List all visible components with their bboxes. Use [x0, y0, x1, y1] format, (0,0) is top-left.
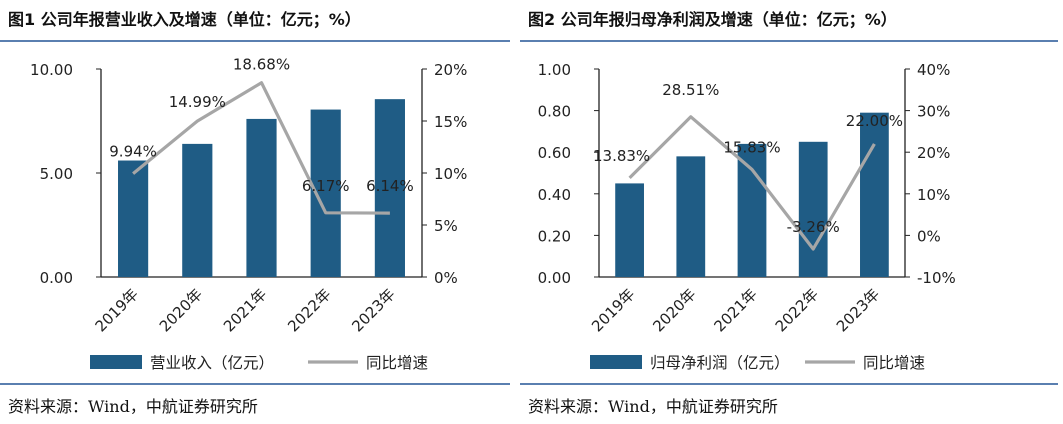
- right-y-tick-label: -10%: [917, 269, 956, 287]
- growth-data-label: 14.99%: [169, 93, 226, 111]
- bar: [182, 143, 213, 277]
- right-y-tick-label: 15%: [434, 113, 467, 131]
- x-tick-label: 2023年: [833, 285, 883, 335]
- growth-line: [132, 81, 390, 215]
- growth-data-label: 28.51%: [662, 81, 719, 99]
- source-rule: [0, 383, 510, 385]
- growth-data-label: 22.00%: [846, 112, 903, 130]
- bar: [246, 118, 277, 277]
- left-y-tick-label: 0.80: [538, 103, 571, 121]
- legend-line-label: 同比增速: [863, 354, 925, 372]
- bar: [798, 141, 828, 277]
- legend-bar-swatch: [90, 355, 142, 369]
- bar: [118, 160, 149, 277]
- right-y-tick-label: 10%: [917, 186, 950, 204]
- chart-title: 图1 公司年报营业收入及增速（单位：亿元；%）: [8, 10, 361, 29]
- left-y-tick-label: 0.60: [538, 144, 571, 162]
- x-tick-label: 2020年: [649, 285, 699, 335]
- growth-data-label: 18.68%: [233, 56, 290, 74]
- left-y-tick-label: 1.00: [538, 61, 571, 79]
- bar: [615, 183, 644, 277]
- net-profit-chart: 0.00 0.20 0.40 0.60 0.80 1.00 -10% 0% 10% 20% 30% 4…: [538, 61, 956, 372]
- left-y-tick-label: 10.00: [30, 61, 73, 79]
- growth-data-label: 6.17%: [302, 177, 350, 195]
- right-y-tick-label: 20%: [434, 61, 467, 79]
- right-y-tick-label: 0%: [917, 227, 941, 245]
- right-y-tick-label: 10%: [434, 165, 467, 183]
- growth-data-label: 6.14%: [366, 177, 414, 195]
- left-y-tick-label: 0.00: [538, 269, 571, 287]
- left-y-tick-label: 0.40: [538, 186, 571, 204]
- source-note: 资料来源：Wind，中航证券研究所: [8, 397, 258, 416]
- left-y-tick-label: 5.00: [40, 165, 73, 183]
- revenue-chart: 0.00 5.00 10.00 0% 5% 10% 15% 20% 9.94% 14.99% 18.…: [30, 56, 467, 372]
- growth-data-label: -3.26%: [787, 218, 840, 236]
- title-rule: [0, 40, 510, 42]
- x-tick-label: 2021年: [220, 285, 270, 335]
- bar: [676, 156, 706, 277]
- x-tick-label: 2019年: [588, 285, 638, 335]
- right-y-tick-label: 0%: [434, 269, 458, 287]
- left-y-tick-label: 0.20: [538, 227, 571, 245]
- chart-title: 图2 公司年报归母净利润及增速（单位：亿元；%）: [528, 10, 897, 29]
- left-y-tick-label: 0.00: [40, 269, 73, 287]
- source-note: 资料来源：Wind，中航证券研究所: [528, 397, 778, 416]
- chart-panel-net-profit: 图2 公司年报归母净利润及增速（单位：亿元；%） 0.00 0.20 0.40 0.6…: [520, 0, 1063, 424]
- growth-data-label: 15.83%: [723, 139, 780, 157]
- legend-bar-label: 营业收入（亿元）: [150, 354, 274, 372]
- bar: [374, 99, 405, 277]
- right-y-tick-label: 20%: [917, 144, 950, 162]
- right-y-tick-label: 5%: [434, 217, 458, 235]
- chart-panel-revenue: 图1 公司年报营业收入及增速（单位：亿元；%） 0.00 5.00 10.00 0% 5…: [0, 0, 510, 424]
- legend-line-label: 同比增速: [366, 354, 428, 372]
- x-tick-label: 2021年: [710, 285, 760, 335]
- growth-data-label: 9.94%: [109, 143, 157, 161]
- bar: [737, 143, 767, 277]
- x-tick-label: 2022年: [772, 285, 822, 335]
- right-y-tick-label: 40%: [917, 61, 950, 79]
- legend-bar-label: 归母净利润（亿元）: [650, 354, 790, 372]
- title-rule: [520, 40, 1058, 42]
- x-tick-label: 2022年: [284, 285, 334, 335]
- legend-bar-swatch: [590, 355, 642, 369]
- x-tick-label: 2023年: [348, 285, 398, 335]
- x-tick-label: 2020年: [156, 285, 206, 335]
- growth-data-label: 13.83%: [593, 147, 650, 165]
- growth-line: [628, 115, 876, 251]
- x-tick-label: 2019年: [92, 285, 142, 335]
- source-rule: [520, 383, 1058, 385]
- bar: [860, 112, 889, 278]
- right-y-tick-label: 30%: [917, 103, 950, 121]
